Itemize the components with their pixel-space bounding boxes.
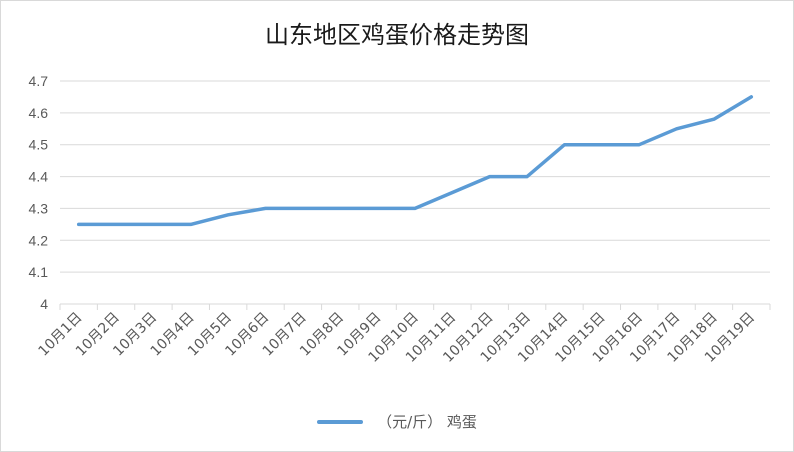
series-line — [76, 95, 754, 227]
y-tick-label: 4.4 — [29, 169, 49, 185]
y-tick-label: 4 — [40, 296, 48, 312]
y-tick-label: 4.1 — [29, 264, 49, 280]
legend-swatch — [317, 419, 364, 424]
y-tick-label: 4.2 — [29, 232, 49, 248]
legend-label: （元/斤） 鸡蛋 — [377, 413, 477, 431]
y-tick-label: 4.3 — [29, 200, 49, 216]
chart-title: 山东地区鸡蛋价格走势图 — [265, 21, 529, 49]
y-tick-label: 4.5 — [29, 137, 49, 153]
legend: （元/斤） 鸡蛋 — [1, 411, 793, 432]
y-tick-label: 4.6 — [29, 105, 49, 121]
y-tick-label: 4.7 — [29, 73, 49, 89]
